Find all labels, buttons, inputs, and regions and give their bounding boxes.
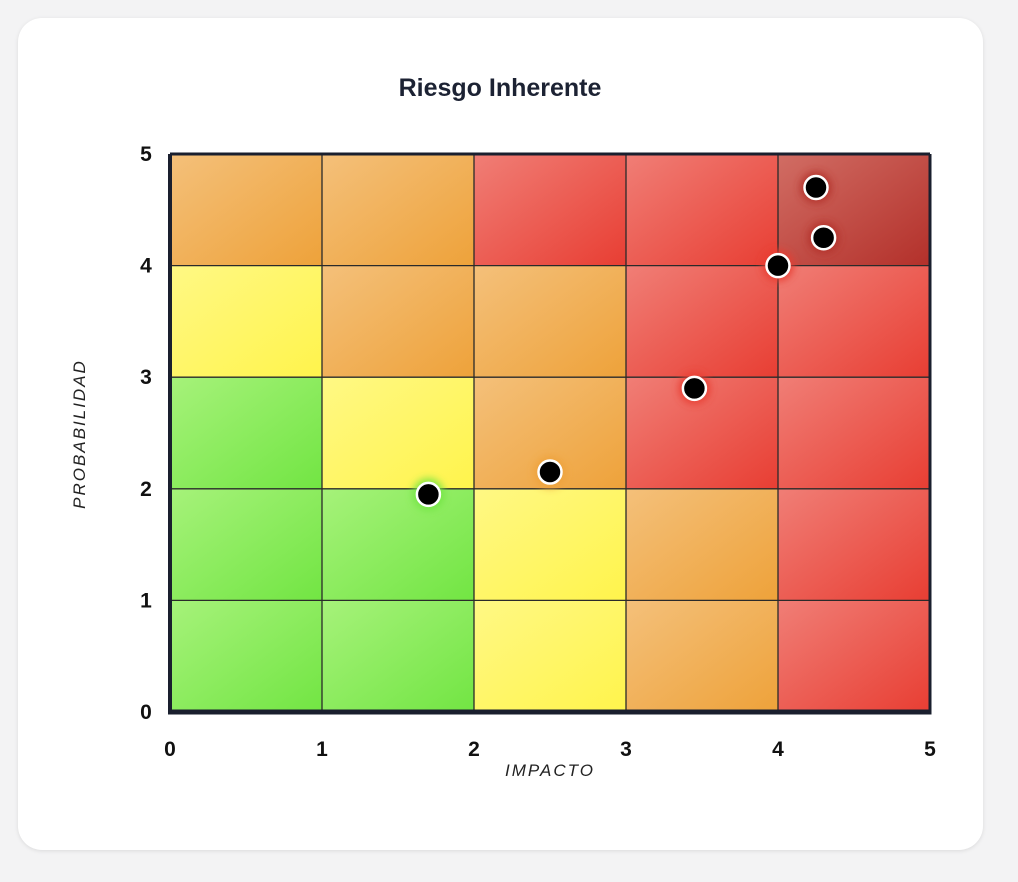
y-axis-label: PROBABILIDAD: [70, 359, 89, 509]
heatmap-cell: [778, 265, 930, 378]
x-tick-label: 5: [924, 738, 936, 761]
heatmap-cell: [626, 600, 778, 712]
x-tick-label: 4: [772, 738, 784, 761]
x-tick-label: 3: [620, 738, 632, 761]
heatmap-cell: [170, 154, 322, 266]
y-tick-label: 3: [140, 366, 152, 389]
heatmap-cell: [626, 265, 778, 378]
heatmap-cell: [170, 377, 322, 489]
heatmap-cell: [778, 600, 930, 712]
risk-points: [412, 171, 840, 511]
heatmap-cell: [170, 600, 322, 712]
risk-point[interactable]: [800, 171, 832, 204]
heatmap-cell: [322, 265, 474, 378]
heatmap-cell: [474, 154, 626, 266]
heatmap-cell: [778, 154, 930, 266]
risk-point[interactable]: [534, 456, 566, 489]
heatmap-cell: [322, 488, 474, 601]
heatmap-cell: [170, 265, 322, 378]
heatmap-cell: [626, 154, 778, 266]
risk-point[interactable]: [678, 372, 711, 405]
y-tick-label: 0: [140, 701, 152, 724]
y-tick-labels: 0 1 2 3 4 5: [140, 143, 152, 724]
heatmap-cell: [474, 265, 626, 378]
heatmap-cell: [474, 488, 626, 601]
risk-point[interactable]: [762, 249, 794, 282]
chart-title: Riesgo Inherente: [398, 74, 602, 102]
y-tick-label: 1: [140, 589, 152, 612]
x-tick-label: 2: [468, 738, 480, 761]
plot-axes: [168, 152, 932, 715]
heatmap-cell: [322, 600, 474, 712]
heatmap-cells: [170, 154, 930, 712]
heatmap-cell: [778, 488, 930, 601]
x-axis-label: IMPACTO: [505, 761, 595, 780]
heatmap-cell: [474, 600, 626, 712]
heatmap-cell: [170, 488, 322, 601]
risk-point[interactable]: [807, 221, 840, 254]
risk-point[interactable]: [412, 478, 445, 511]
heatmap-cell: [322, 154, 474, 266]
y-tick-label: 2: [140, 478, 152, 501]
heatmap-cell: [778, 377, 930, 489]
y-tick-label: 5: [140, 143, 152, 166]
heatmap-cell: [626, 488, 778, 601]
x-tick-labels: 0 1 2 3 4 5: [164, 738, 936, 761]
heatmap-cell: [322, 377, 474, 489]
x-tick-label: 0: [164, 738, 176, 761]
grid-lines: [170, 154, 930, 712]
y-tick-label: 4: [140, 255, 152, 278]
x-tick-label: 1: [316, 738, 328, 761]
